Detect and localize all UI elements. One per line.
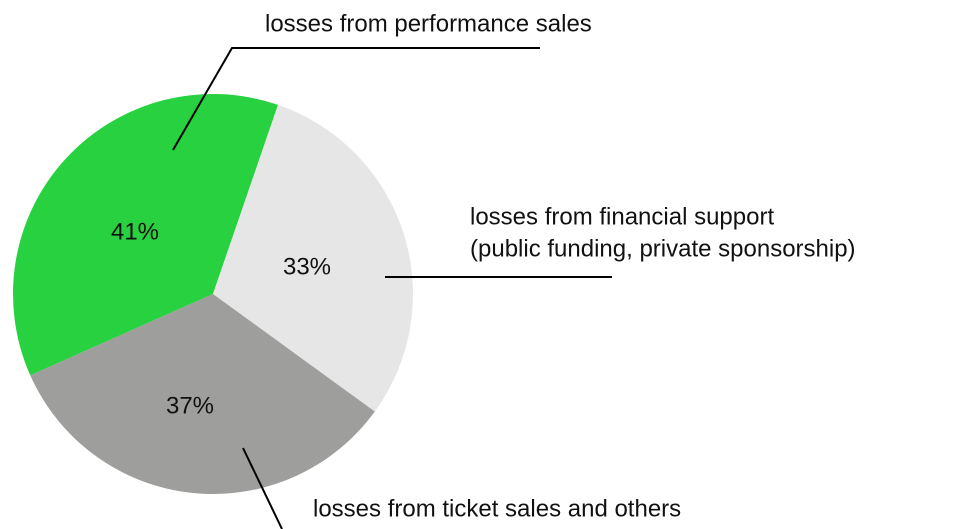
leader-line <box>242 447 283 529</box>
pie-slice <box>30 294 375 494</box>
percent-label: 37% <box>166 392 214 419</box>
percent-label: 33% <box>283 253 331 280</box>
category-label: losses from ticket sales and others <box>313 495 681 522</box>
category-label: (public funding, private sponsorship) <box>470 235 856 262</box>
percent-label: 41% <box>111 218 159 245</box>
category-label: losses from financial support <box>470 203 774 230</box>
pie-slice <box>13 94 279 376</box>
leader-line <box>172 47 540 151</box>
pie-slice <box>213 104 413 412</box>
category-label: losses from performance sales <box>265 10 592 37</box>
